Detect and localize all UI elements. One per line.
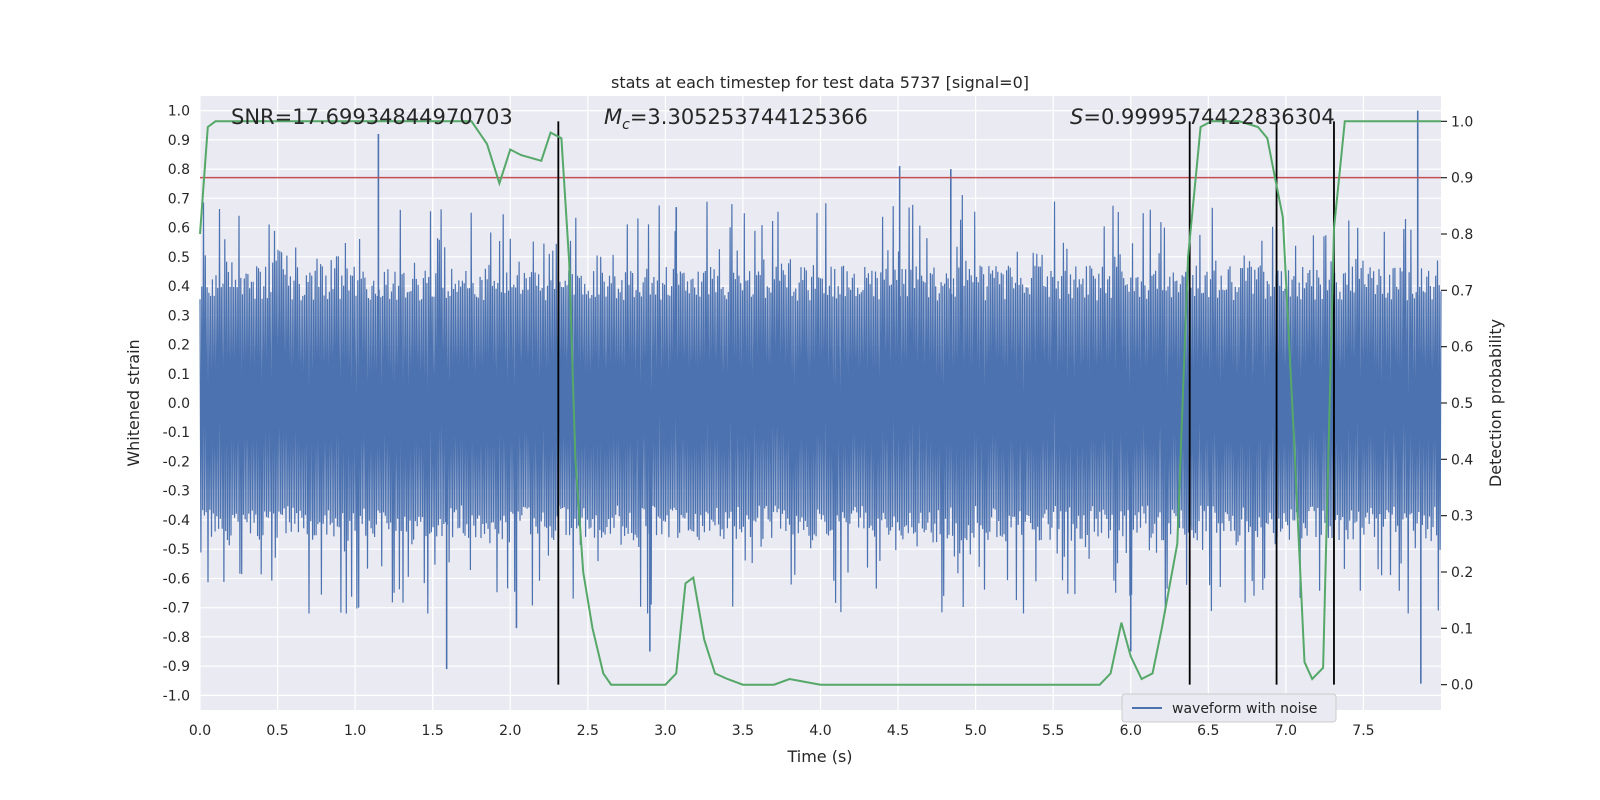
y-tick-label: -0.4 xyxy=(163,513,190,529)
legend-box xyxy=(1121,693,1337,723)
y-tick-label: 0.0 xyxy=(168,396,190,412)
x-tick-label: 5.5 xyxy=(1042,723,1064,739)
y-tick-label: -0.1 xyxy=(163,425,190,441)
x-axis-label: Time (s) xyxy=(786,747,852,766)
y-tick-label: -0.2 xyxy=(163,454,190,470)
x-tick-label: 6.5 xyxy=(1197,723,1219,739)
chirp-mass-subscript: c xyxy=(622,117,630,133)
y2-tick-label: 0.1 xyxy=(1451,621,1473,637)
chirp-mass-symbol: M xyxy=(604,105,622,129)
vertical-markers xyxy=(557,121,1335,685)
legend: waveform with noise xyxy=(1121,693,1337,723)
x-tick-label: 2.5 xyxy=(577,723,599,739)
y2-axis-label: Detection probability xyxy=(1486,319,1505,487)
y-tick-label: 0.2 xyxy=(168,338,190,354)
y-axis-label: Whitened strain xyxy=(124,339,143,466)
chart-title: stats at each timestep for test data 573… xyxy=(611,73,1029,92)
y-tick-label: -0.7 xyxy=(163,601,190,617)
y-tick-label: 1.0 xyxy=(168,104,190,120)
y2-tick-label: 0.2 xyxy=(1451,565,1473,581)
y-tick-label: 0.7 xyxy=(168,191,190,207)
x-tick-label: 1.5 xyxy=(422,723,444,739)
y-tick-label: 0.9 xyxy=(168,133,190,149)
y-axis-ticks: 1.0 0.9 0.8 0.7 0.6 0.5 0.4 0.3 0.2 0.1 0.0 -0.1 -0.… xyxy=(163,104,190,705)
y2-tick-label: 0.6 xyxy=(1451,340,1473,356)
y2-tick-label: 1.0 xyxy=(1451,114,1473,130)
y2-tick-label: 0.9 xyxy=(1451,171,1473,187)
significance-symbol: S xyxy=(1070,105,1083,129)
y2-axis-ticks: 1.0 0.9 0.8 0.7 0.6 0.5 0.4 0.3 0.2 0.1 0.0 xyxy=(1441,114,1473,694)
y-tick-label: 0.6 xyxy=(168,221,190,237)
x-tick-label: 3.0 xyxy=(654,723,676,739)
y2-tick-label: 0.4 xyxy=(1451,452,1473,468)
significance-annotation: S=0.9999574422836304 xyxy=(1070,105,1335,129)
y-tick-label: -0.8 xyxy=(163,630,190,646)
x-tick-label: 2.0 xyxy=(499,723,521,739)
snr-annotation: SNR=17.69934844970703 xyxy=(231,105,513,129)
x-tick-label: 7.5 xyxy=(1352,723,1374,739)
waveform-series xyxy=(199,110,1442,684)
y2-tick-label: 0.7 xyxy=(1451,283,1473,299)
y-tick-label: 0.4 xyxy=(168,279,190,295)
x-tick-label: 6.0 xyxy=(1120,723,1142,739)
x-tick-label: 4.0 xyxy=(809,723,831,739)
y-tick-label: -0.6 xyxy=(163,571,190,587)
x-tick-label: 0.5 xyxy=(266,723,288,739)
probability-line xyxy=(199,120,1441,686)
y-tick-label: -0.3 xyxy=(163,484,190,500)
probability-series xyxy=(199,120,1441,686)
significance-value: =0.9999574422836304 xyxy=(1083,105,1334,129)
x-axis-ticks: 0.0 0.5 1.0 1.5 2.0 2.5 3.0 3.5 4.0 4.5 5.0 5.5 6.0 6… xyxy=(189,723,1375,739)
chirp-mass-value: =3.305253744125366 xyxy=(630,105,868,129)
x-tick-label: 1.0 xyxy=(344,723,366,739)
y-tick-label: 0.3 xyxy=(168,308,190,324)
legend-entry: waveform with noise xyxy=(1172,701,1317,717)
y2-tick-label: 0.0 xyxy=(1451,678,1473,694)
waveform-line xyxy=(199,194,1442,614)
y-tick-label: 0.8 xyxy=(168,162,190,178)
x-tick-label: 5.0 xyxy=(964,723,986,739)
x-tick-label: 3.5 xyxy=(732,723,754,739)
y-tick-label: 0.5 xyxy=(168,250,190,266)
x-tick-label: 0.0 xyxy=(189,723,211,739)
y-tick-label: 0.1 xyxy=(168,367,190,383)
y2-tick-label: 0.5 xyxy=(1451,396,1473,412)
x-tick-label: 7.0 xyxy=(1275,723,1297,739)
x-tick-label: 4.5 xyxy=(887,723,909,739)
chirp-mass-annotation: Mc=3.305253744125366 xyxy=(604,105,868,133)
y-tick-label: -0.9 xyxy=(163,659,190,675)
y2-tick-label: 0.8 xyxy=(1451,227,1473,243)
y-tick-label: -0.5 xyxy=(163,542,190,558)
y-tick-label: -1.0 xyxy=(163,688,190,704)
y2-tick-label: 0.3 xyxy=(1451,509,1473,525)
